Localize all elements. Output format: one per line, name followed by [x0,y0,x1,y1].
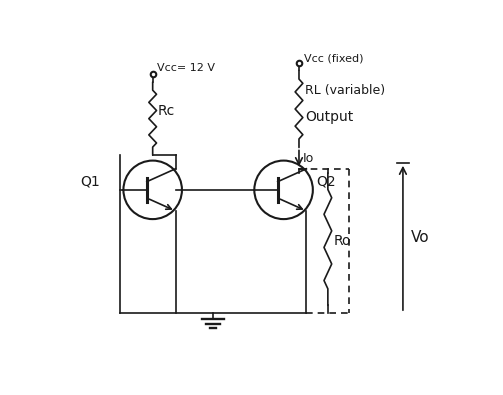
Text: Vcc= 12 V: Vcc= 12 V [157,63,215,73]
Text: Q2: Q2 [317,175,337,189]
Text: Io: Io [303,152,314,165]
Text: Vo: Vo [410,230,429,245]
Text: Ro: Ro [334,234,352,248]
Text: Output: Output [305,109,354,124]
Text: RL (variable): RL (variable) [305,84,385,97]
Text: Vcc (fixed): Vcc (fixed) [304,53,363,63]
Text: Q1: Q1 [80,175,100,189]
Text: Rc: Rc [158,104,176,118]
